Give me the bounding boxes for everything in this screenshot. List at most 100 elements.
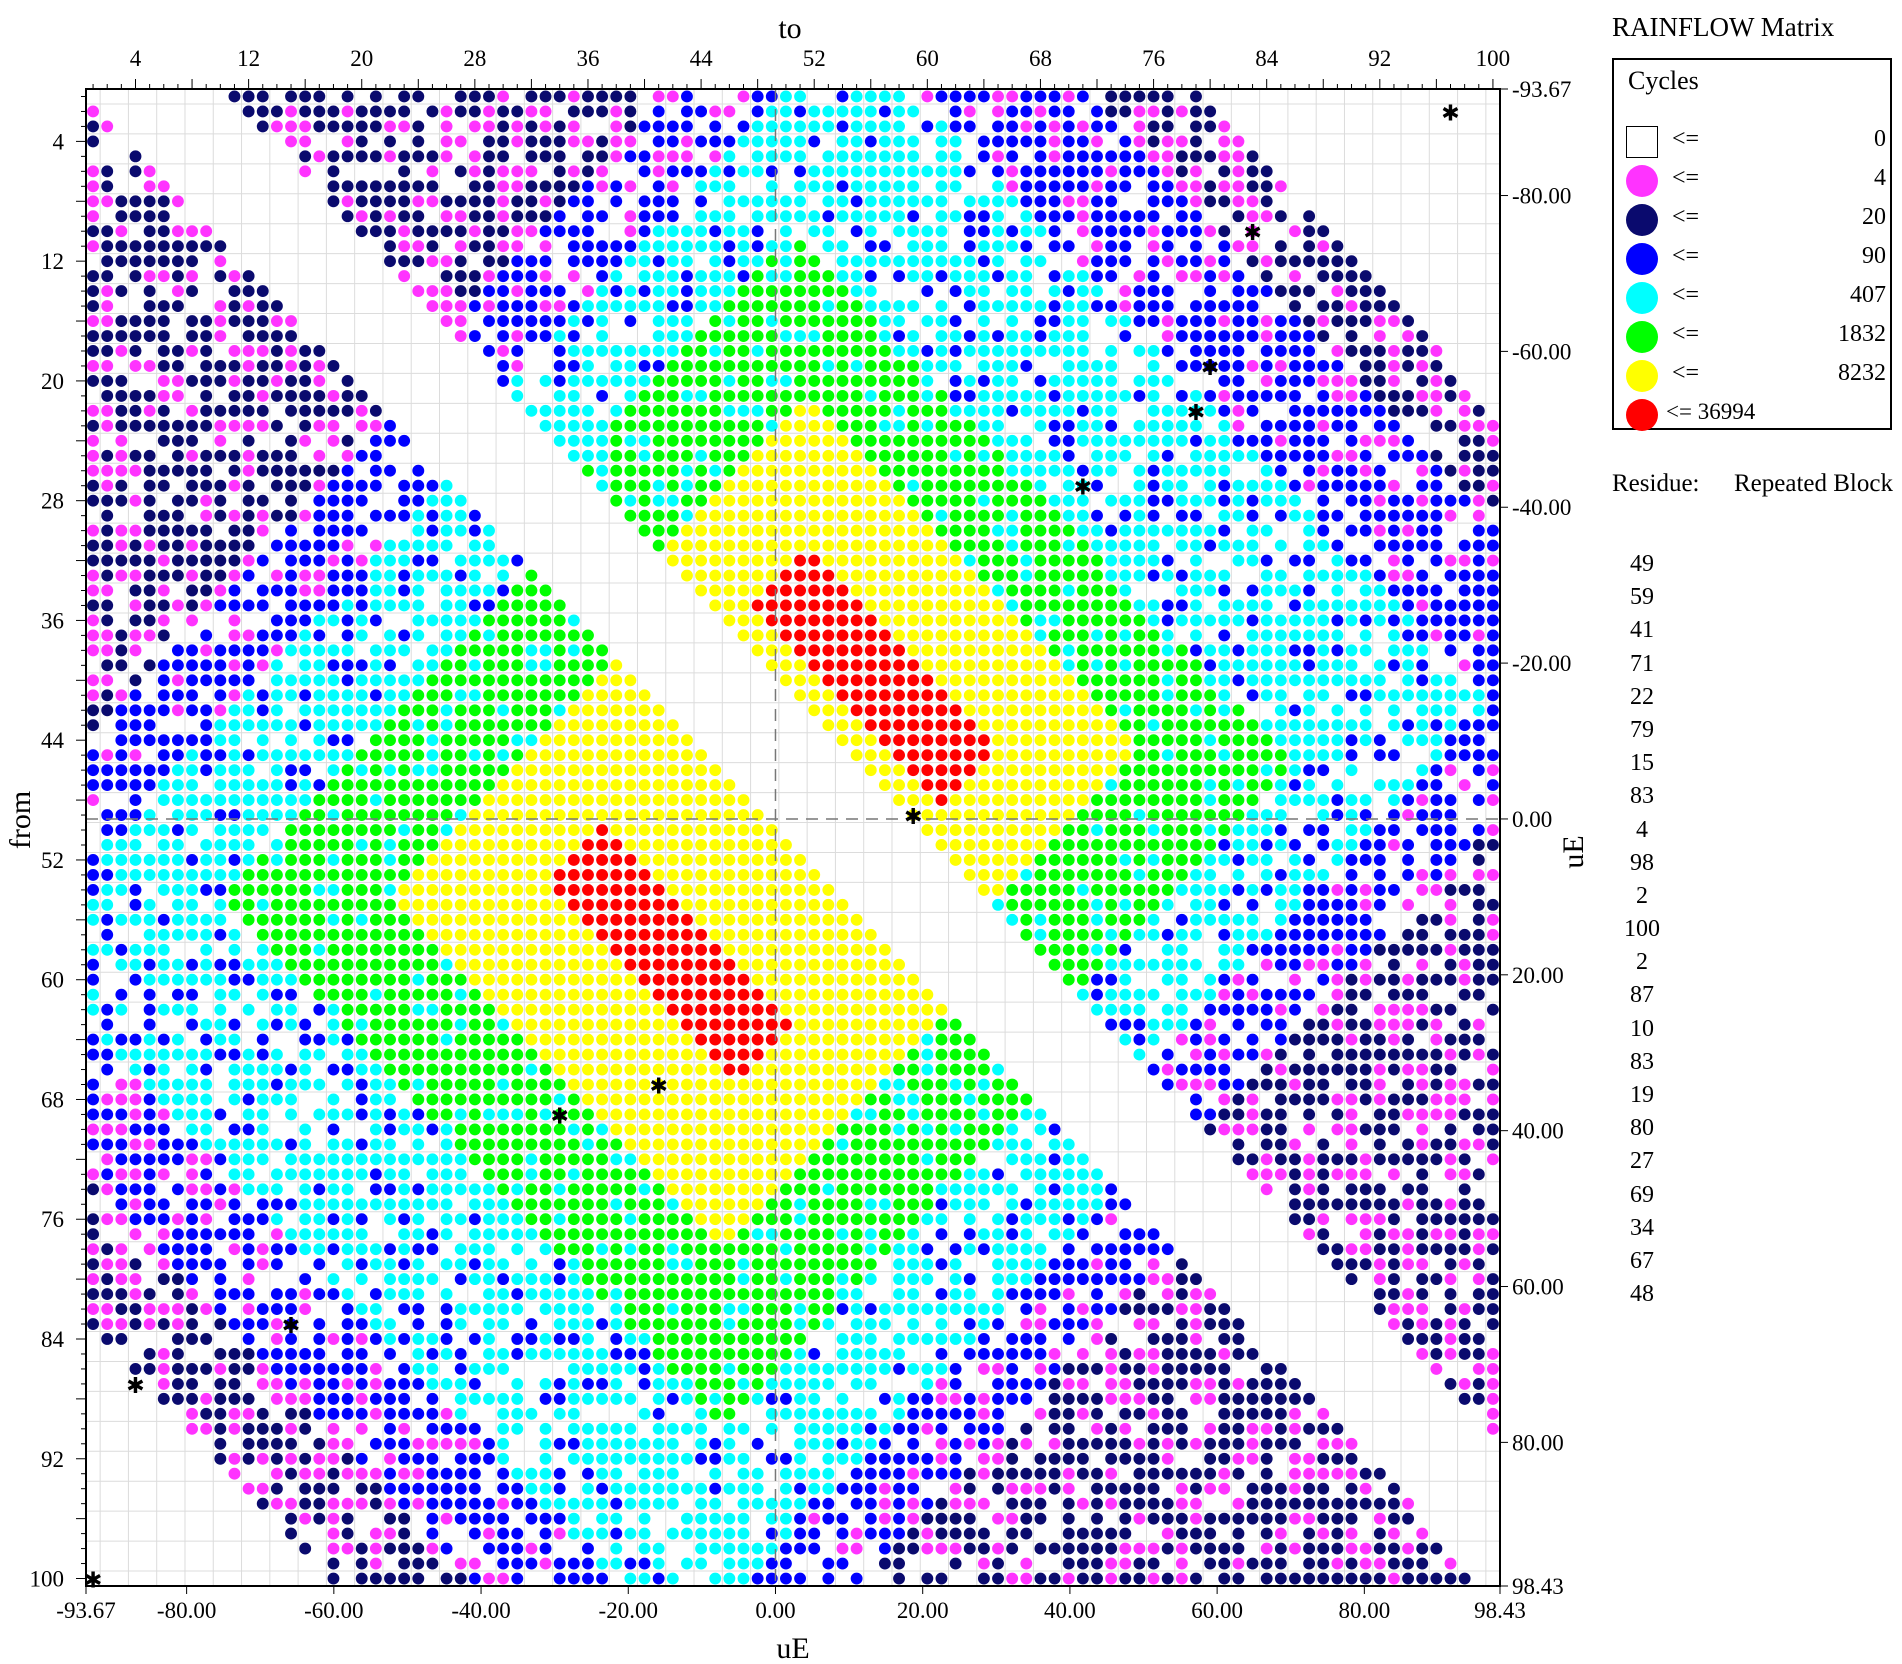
cycle-cell bbox=[864, 554, 877, 567]
cycle-cell bbox=[285, 764, 297, 777]
cycle-cell bbox=[327, 404, 340, 417]
cycle-cell bbox=[1274, 1003, 1287, 1016]
cycle-cell bbox=[582, 165, 594, 178]
cycle-cell bbox=[723, 135, 736, 148]
cycle-cell bbox=[723, 165, 736, 178]
cycle-cell bbox=[355, 569, 368, 582]
cycle-cell bbox=[1175, 419, 1188, 432]
cycle-cell bbox=[1190, 569, 1202, 582]
cycle-cell bbox=[850, 165, 863, 178]
cycle-cell bbox=[539, 644, 552, 657]
cycle-cell bbox=[1076, 868, 1089, 881]
cycle-cell bbox=[1133, 659, 1146, 672]
cycle-cell bbox=[1048, 779, 1061, 792]
cycle-cell bbox=[992, 494, 1004, 507]
cycle-cell bbox=[256, 719, 269, 732]
cycle-cell bbox=[468, 1018, 481, 1031]
cycle-cell bbox=[822, 539, 835, 552]
cycle-cell bbox=[949, 584, 962, 597]
cycle-cell bbox=[256, 345, 269, 357]
cycle-cell bbox=[1048, 928, 1061, 941]
cycle-cell bbox=[723, 539, 736, 552]
cycle-cell bbox=[1147, 225, 1160, 238]
cycle-cell bbox=[1345, 270, 1358, 283]
cycle-cell bbox=[242, 854, 255, 866]
cycle-cell bbox=[1161, 689, 1174, 702]
cycle-cell bbox=[695, 824, 708, 836]
cycle-cell bbox=[666, 883, 679, 896]
cycle-cell bbox=[1147, 315, 1160, 327]
cycle-cell bbox=[1091, 449, 1103, 462]
cycle-cell bbox=[525, 898, 538, 911]
cycle-cell bbox=[1444, 913, 1457, 926]
cycle-cell bbox=[1373, 659, 1386, 672]
cycle-cell bbox=[511, 913, 524, 926]
cycle-cell bbox=[822, 704, 835, 717]
cycle-cell bbox=[1020, 749, 1033, 762]
cycle-cell bbox=[355, 210, 368, 223]
cycle-cell bbox=[751, 150, 764, 163]
cycle-cell bbox=[836, 1033, 849, 1046]
cycle-cell bbox=[1274, 958, 1287, 971]
cycle-cell bbox=[214, 988, 227, 1001]
cycle-cell bbox=[384, 824, 396, 836]
cycle-cell bbox=[483, 973, 495, 986]
cycle-cell bbox=[497, 928, 510, 941]
cycle-cell bbox=[893, 689, 905, 702]
cycle-cell bbox=[1133, 764, 1146, 777]
cycle-cell bbox=[737, 345, 750, 357]
cycle-cell bbox=[1218, 165, 1231, 178]
cycle-cell bbox=[313, 704, 326, 717]
cycle-cell bbox=[228, 868, 241, 881]
cycle-cell bbox=[171, 868, 184, 881]
cycle-cell bbox=[440, 794, 453, 807]
cycle-cell bbox=[1260, 584, 1273, 597]
cycle-cell bbox=[907, 569, 920, 582]
cycle-cell bbox=[101, 614, 114, 627]
cycle-cell bbox=[1359, 285, 1372, 298]
cycle-cell bbox=[723, 1003, 736, 1016]
cycle-cell bbox=[454, 584, 467, 597]
cycle-cell bbox=[143, 449, 156, 462]
cycle-cell bbox=[1246, 809, 1259, 821]
cycle-cell bbox=[101, 584, 114, 597]
cycle-cell bbox=[115, 958, 128, 971]
cycle-cell bbox=[850, 943, 863, 956]
cycle-cell bbox=[115, 285, 128, 298]
cycle-cell bbox=[1105, 854, 1118, 866]
cycle-cell bbox=[681, 255, 693, 268]
cycle-cell bbox=[836, 539, 849, 552]
cycle-cell bbox=[1006, 135, 1019, 148]
cycle-cell bbox=[270, 330, 283, 342]
cycle-cell bbox=[525, 883, 538, 896]
cycle-cell bbox=[893, 599, 905, 612]
cycle-cell bbox=[1232, 539, 1245, 552]
cycle-cell bbox=[1048, 180, 1061, 193]
cycle-cell bbox=[610, 105, 623, 118]
cycle-cell bbox=[850, 928, 863, 941]
cycle-cell bbox=[214, 764, 227, 777]
cycle-cell bbox=[751, 973, 764, 986]
cycle-cell bbox=[1190, 195, 1202, 208]
cycle-cell bbox=[143, 464, 156, 477]
cycle-cell bbox=[751, 389, 764, 402]
cycle-cell bbox=[539, 809, 552, 821]
cycle-cell bbox=[1303, 315, 1316, 327]
cycle-cell bbox=[1020, 659, 1033, 672]
cycle-cell bbox=[779, 958, 792, 971]
cycle-cell bbox=[511, 704, 524, 717]
cycle-cell bbox=[666, 824, 679, 836]
cycle-cell bbox=[511, 1033, 524, 1046]
cycle-cell bbox=[878, 150, 891, 163]
cycle-cell bbox=[1133, 315, 1146, 327]
cycle-cell bbox=[1105, 105, 1118, 118]
cycle-cell bbox=[454, 569, 467, 582]
cycle-cell bbox=[935, 599, 948, 612]
cycle-cell bbox=[1020, 120, 1033, 133]
cycle-cell bbox=[285, 809, 297, 821]
cycle-cell bbox=[864, 749, 877, 762]
cycle-cell bbox=[1091, 809, 1103, 821]
cycle-cell bbox=[355, 913, 368, 926]
cycle-cell bbox=[1062, 90, 1075, 103]
cycle-cell bbox=[1133, 165, 1146, 178]
